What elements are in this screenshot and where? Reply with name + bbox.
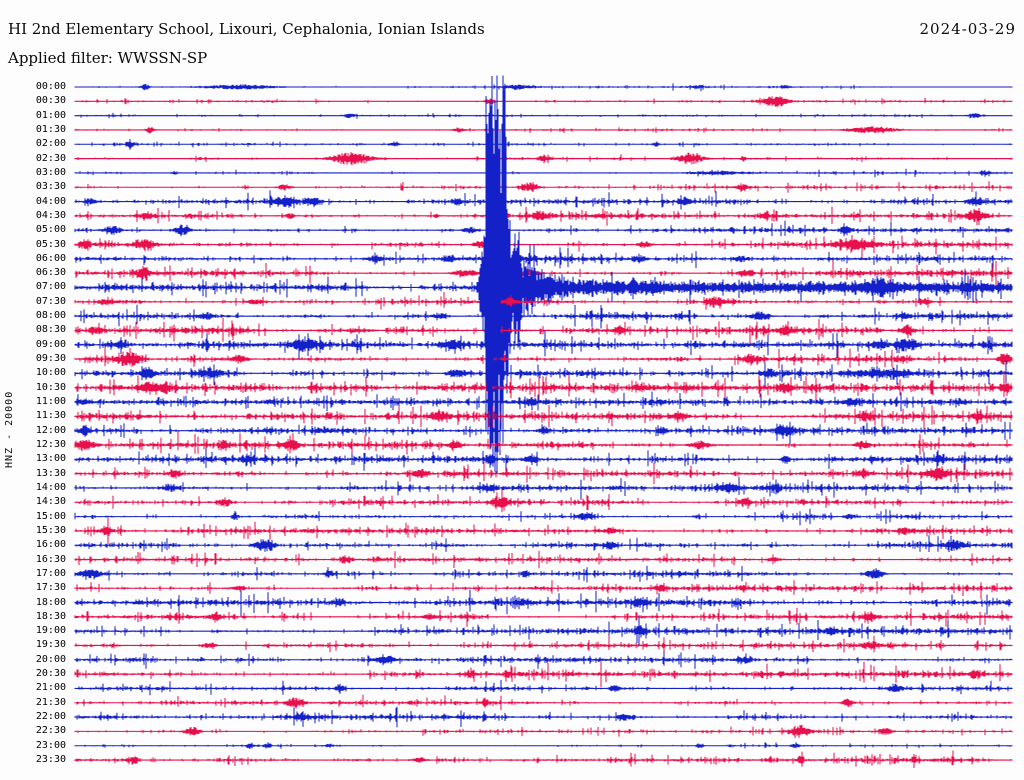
time-label-03:00: 03:00 <box>35 166 66 178</box>
trace-row-18:30 <box>74 607 1013 627</box>
time-label-18:00: 18:00 <box>35 596 66 608</box>
trace-row-17:00 <box>74 565 1013 583</box>
time-label-13:00: 13:00 <box>35 453 66 465</box>
time-label-21:30: 21:30 <box>35 696 66 708</box>
time-label-08:30: 08:30 <box>35 324 66 336</box>
time-label-02:00: 02:00 <box>35 138 66 150</box>
time-label-16:00: 16:00 <box>35 539 66 551</box>
time-label-20:00: 20:00 <box>35 653 66 665</box>
filter-label: Applied filter: WWSSN-SP <box>8 49 208 67</box>
trace-row-21:00 <box>74 680 1013 696</box>
trace-row-12:00 <box>74 421 1013 444</box>
trace-row-02:00 <box>74 139 1013 150</box>
trace-row-14:30 <box>74 489 1013 513</box>
trace-row-22:00 <box>74 706 1013 728</box>
time-label-22:00: 22:00 <box>35 711 66 723</box>
trace-row-11:30 <box>74 405 1013 430</box>
time-label-11:30: 11:30 <box>35 410 66 422</box>
time-label-12:30: 12:30 <box>35 439 66 450</box>
time-label-08:00: 08:00 <box>35 310 66 322</box>
trace-row-20:00 <box>74 650 1013 669</box>
time-label-09:00: 09:00 <box>35 338 66 350</box>
trace-row-13:30 <box>74 461 1013 485</box>
time-label-19:00: 19:00 <box>35 625 66 637</box>
trace-row-03:30 <box>74 181 1013 193</box>
time-label-10:00: 10:00 <box>35 367 66 379</box>
trace-row-04:30 <box>74 206 1013 226</box>
time-label-04:00: 04:00 <box>35 195 66 207</box>
trace-row-15:00 <box>74 508 1013 526</box>
trace-row-15:30 <box>74 517 1013 544</box>
time-label-02:30: 02:30 <box>35 152 66 164</box>
time-label-00:00: 00:00 <box>35 81 66 92</box>
time-label-00:30: 00:30 <box>35 95 66 107</box>
trace-row-09:00 <box>74 330 1013 360</box>
trace-row-19:00 <box>74 615 1013 647</box>
time-label-23:30: 23:30 <box>35 754 66 766</box>
time-label-16:30: 16:30 <box>35 553 66 565</box>
trace-row-05:00 <box>74 220 1013 238</box>
time-label-07:00: 07:00 <box>35 281 66 293</box>
trace-row-21:30 <box>74 694 1013 711</box>
trace-row-06:00 <box>74 244 1013 274</box>
trace-row-02:30 <box>74 152 1013 166</box>
time-label-06:00: 06:00 <box>35 252 66 264</box>
station-title: HI 2nd Elementary School, Lixouri, Cepha… <box>8 20 485 38</box>
trace-row-13:00 <box>74 447 1013 471</box>
time-label-10:30: 10:30 <box>35 381 66 393</box>
trace-row-00:30 <box>74 96 1013 107</box>
trace-row-20:30 <box>74 661 1013 688</box>
time-label-01:30: 01:30 <box>35 123 66 135</box>
time-label-20:30: 20:30 <box>35 668 66 680</box>
time-label-17:00: 17:00 <box>35 567 66 579</box>
trace-row-17:30 <box>74 580 1013 600</box>
time-label-11:00: 11:00 <box>35 396 66 408</box>
date-label: 2024-03-29 <box>919 20 1016 38</box>
time-label-12:00: 12:00 <box>35 424 66 436</box>
time-label-09:30: 09:30 <box>35 353 66 365</box>
trace-row-23:30 <box>74 750 1013 768</box>
trace-row-18:00 <box>74 590 1013 617</box>
trace-row-01:30 <box>74 126 1013 134</box>
trace-row-03:00 <box>74 168 1013 178</box>
trace-row-16:30 <box>74 550 1013 569</box>
main-event-core <box>477 76 501 474</box>
trace-row-12:30 <box>74 431 1013 455</box>
trace-row-04:00 <box>74 190 1013 211</box>
time-label-07:30: 07:30 <box>35 295 66 307</box>
trace-row-23:00 <box>74 742 1013 749</box>
time-label-18:30: 18:30 <box>35 610 66 622</box>
time-label-06:30: 06:30 <box>35 267 66 279</box>
time-label-03:30: 03:30 <box>35 181 66 193</box>
time-label-17:30: 17:30 <box>35 582 66 594</box>
time-label-14:30: 14:30 <box>35 496 66 508</box>
trace-row-05:30 <box>74 235 1013 258</box>
time-label-05:00: 05:00 <box>35 224 66 236</box>
trace-row-14:00 <box>74 477 1013 500</box>
time-label-05:30: 05:30 <box>35 238 66 250</box>
time-label-15:30: 15:30 <box>35 524 66 536</box>
time-label-15:00: 15:00 <box>35 510 66 522</box>
time-label-21:00: 21:00 <box>35 682 66 694</box>
time-label-04:30: 04:30 <box>35 209 66 221</box>
trace-row-16:00 <box>74 535 1013 552</box>
time-label-22:30: 22:30 <box>35 725 66 737</box>
trace-row-09:30 <box>74 347 1013 369</box>
time-label-13:30: 13:30 <box>35 467 66 479</box>
time-label-01:00: 01:00 <box>35 109 66 121</box>
time-label-14:00: 14:00 <box>35 481 66 493</box>
time-label-23:00: 23:00 <box>35 739 66 751</box>
trace-row-01:00 <box>74 112 1013 119</box>
trace-row-00:00 <box>74 83 1013 92</box>
trace-row-19:30 <box>74 634 1013 655</box>
trace-row-22:30 <box>74 724 1013 739</box>
trace-row-08:00 <box>74 304 1013 329</box>
time-label-19:30: 19:30 <box>35 639 66 651</box>
